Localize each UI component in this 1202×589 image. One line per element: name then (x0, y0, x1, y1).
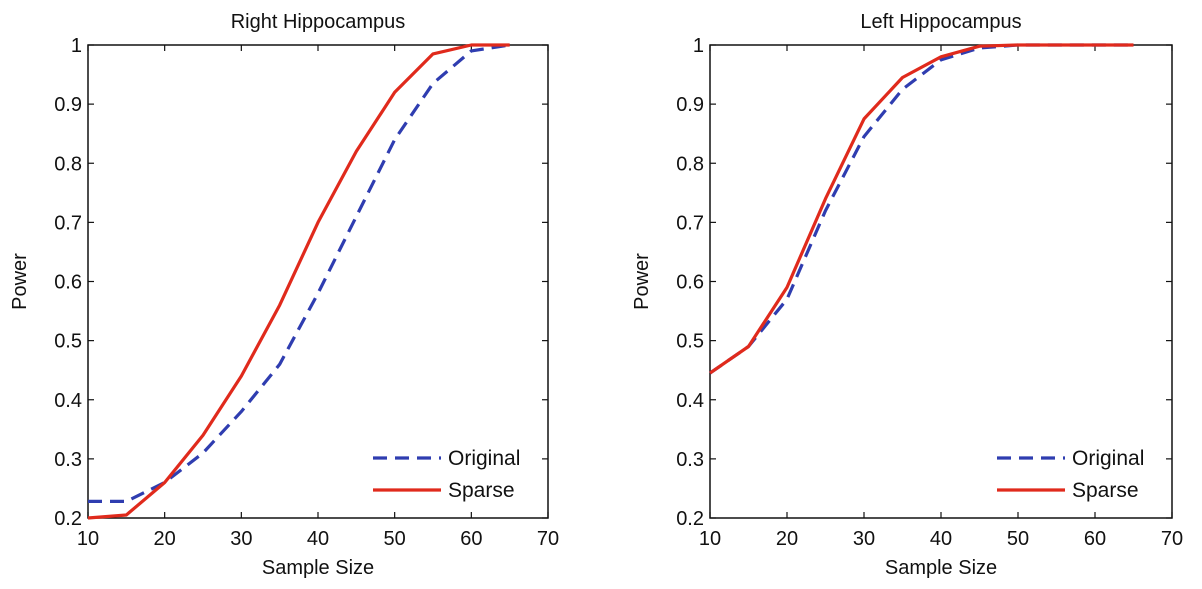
y-tick-label: 0.9 (54, 94, 82, 116)
y-tick-label: 1 (693, 35, 704, 57)
y-tick-label: 0.7 (54, 212, 82, 234)
y-tick-label: 1 (71, 35, 82, 57)
chart-panel-1: 10 20 30 40 50 60 70 0.2 0.3 0.4 0.5 0.6 0.7 0.8 0.9 1 R… (9, 11, 559, 579)
x-tick-label: 50 (1007, 528, 1029, 550)
y-tick-label: 0.5 (676, 331, 704, 353)
x-tick-label: 30 (853, 528, 875, 550)
x-tick-label: 10 (77, 528, 99, 550)
x-tick-label: 40 (307, 528, 329, 550)
chart-panel-2: 10 20 30 40 50 60 70 0.2 0.3 0.4 0.5 0.6 0.7 0.8 0.9 1 L… (631, 11, 1183, 579)
series-line-sparse (709, 43, 1134, 375)
y-tick-label: 0.3 (676, 449, 704, 471)
x-tick-label: 10 (699, 528, 721, 550)
x-tick-label: 30 (230, 528, 252, 550)
chart-title: Left Hippocampus (860, 11, 1021, 33)
x-axis-label: Sample Size (262, 557, 374, 579)
y-tick-label: 0.6 (676, 272, 704, 294)
y-tick-label: 0.8 (676, 153, 704, 175)
x-axis-label: Sample Size (885, 557, 997, 579)
x-tick-label: 20 (154, 528, 176, 550)
y-tick-label: 0.7 (676, 212, 704, 234)
x-tick-label: 70 (537, 528, 559, 550)
x-tick-label: 50 (384, 528, 406, 550)
y-tick-label: 0.5 (54, 331, 82, 353)
series-line-sparse (87, 43, 510, 520)
y-tick-label: 0.2 (676, 508, 704, 530)
series-line-original (709, 43, 1134, 375)
y-axis-label: Power (9, 253, 31, 310)
y-tick-label: 0.4 (676, 390, 704, 412)
x-tick-label: 60 (1084, 528, 1106, 550)
y-tick-label: 0.4 (54, 390, 82, 412)
series-line-original (88, 43, 510, 503)
x-tick-label: 40 (930, 528, 952, 550)
y-axis-label: Power (631, 253, 653, 310)
x-tick-label: 20 (776, 528, 798, 550)
y-tick-label: 0.9 (676, 94, 704, 116)
legend-label-sparse: Sparse (448, 479, 515, 502)
y-tick-label: 0.3 (54, 449, 82, 471)
y-tick-label: 0.2 (54, 508, 82, 530)
x-tick-label: 70 (1161, 528, 1183, 550)
legend-label-sparse: Sparse (1072, 479, 1139, 502)
legend-label-original: Original (448, 447, 520, 470)
x-tick-label: 60 (460, 528, 482, 550)
chart-title: Right Hippocampus (231, 11, 406, 33)
y-tick-label: 0.6 (54, 272, 82, 294)
legend-label-original: Original (1072, 447, 1144, 470)
y-tick-label: 0.8 (54, 153, 82, 175)
